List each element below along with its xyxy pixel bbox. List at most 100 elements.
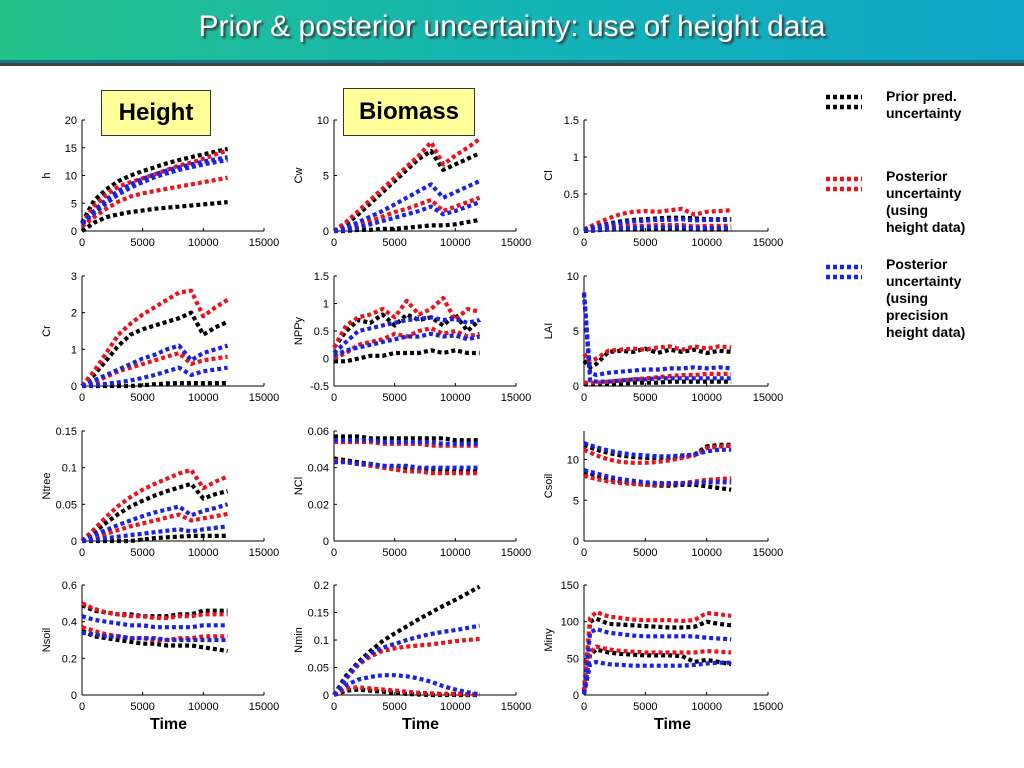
series-line-post-precision	[332, 623, 480, 697]
y-tick-label: 20	[65, 115, 77, 127]
x-tick-label: 5000	[130, 392, 154, 404]
biomass-callout: Biomass	[343, 88, 475, 136]
x-tick-label: 15000	[501, 237, 532, 249]
panel-nmin: 0 5000 10000 15000 0 0.05 0.1 0.15 0.2 Nmin	[293, 580, 531, 713]
y-tick-label: 0	[573, 690, 579, 702]
series-line-post-height	[583, 443, 732, 465]
series-line-prior	[80, 200, 228, 233]
y-tick-label: 0.2	[62, 653, 77, 665]
series-line-post-precision	[583, 225, 732, 233]
y-tick-label: 10	[567, 455, 579, 467]
x-tick-label: 15000	[249, 392, 280, 404]
x-tick-label: 15000	[501, 547, 532, 559]
y-tick-label: 0	[323, 536, 329, 548]
series-line-prior	[334, 434, 480, 443]
series-line-post-height	[584, 371, 732, 385]
series-line-post-height	[80, 467, 229, 543]
series-line-post-height	[583, 206, 732, 232]
title-banner: Prior & posterior uncertainty: use of he…	[0, 0, 1024, 63]
panel-miny: 0 5000 10000 15000 0 50 100 150 Miny	[543, 580, 783, 713]
series-line-post-height	[80, 175, 228, 229]
x-tick-label: 5000	[382, 237, 406, 249]
y-tick-label: 0	[323, 226, 329, 238]
x-tick-label: 0	[331, 547, 337, 559]
y-tick-label: 150	[561, 580, 579, 592]
legend-swatch-prior	[826, 94, 862, 110]
x-tick-label: 15000	[753, 701, 784, 713]
series-line-prior	[581, 616, 732, 692]
series-line-post-precision	[581, 626, 732, 694]
x-tick-label: 10000	[188, 237, 219, 249]
x-tick-label: 5000	[382, 392, 406, 404]
y-tick-label: 0	[573, 226, 579, 238]
y-tick-label: 1	[573, 152, 579, 164]
panel-csoil: 0 5000 10000 15000 0 5 10 Csoil	[543, 431, 783, 559]
banner-shadow	[0, 63, 1024, 66]
series-line-post-height	[80, 148, 229, 226]
series-line-prior	[332, 149, 481, 233]
x-tick-label: 15000	[501, 392, 532, 404]
x-axis-label-col2: Time	[402, 716, 440, 733]
panel-lai: 0 5000 10000 15000 0 5 10 LAI	[543, 271, 783, 404]
y-tick-label: 0	[323, 690, 329, 702]
y-axis-label: Nmin	[293, 627, 305, 653]
series-line-post-precision	[332, 673, 480, 697]
x-tick-label: 15000	[753, 547, 784, 559]
x-tick-label: 5000	[130, 237, 154, 249]
x-tick-label: 10000	[188, 547, 219, 559]
x-tick-label: 5000	[382, 701, 406, 713]
series-line-post-height	[582, 344, 732, 364]
y-tick-label: 0	[71, 226, 77, 238]
x-tick-label: 10000	[440, 392, 471, 404]
series-line-post-precision	[81, 614, 228, 630]
series-line-post-height	[333, 195, 481, 234]
y-axis-label: NPPy	[293, 316, 305, 345]
series-line-post-precision	[333, 200, 481, 234]
y-tick-label: 15	[65, 143, 77, 155]
y-tick-label: 0	[323, 354, 329, 366]
y-axis-label: Nsoil	[41, 628, 53, 652]
panel-h: 0 5000 10000 15000 0 5 10 15 20 h	[41, 115, 279, 249]
y-tick-label: 0	[71, 381, 77, 393]
y-tick-label: 1.5	[314, 271, 329, 283]
y-tick-label: 0.5	[314, 326, 329, 338]
series-line-prior	[332, 584, 481, 697]
series-line-post-height	[81, 511, 228, 544]
x-tick-label: 15000	[249, 701, 280, 713]
y-tick-label: 0.4	[62, 617, 77, 629]
y-tick-label: 0.15	[56, 426, 77, 438]
x-tick-label: 0	[331, 701, 337, 713]
y-tick-label: 0.04	[308, 463, 329, 475]
series-line-prior	[80, 481, 229, 543]
y-tick-label: 0.05	[56, 499, 77, 511]
x-tick-label: 5000	[633, 701, 657, 713]
y-tick-label: 0.6	[62, 580, 77, 592]
y-tick-label: 5	[323, 171, 329, 183]
y-tick-label: 0.06	[308, 426, 329, 438]
y-axis-label: Miny	[543, 628, 555, 652]
series-line-post-height	[581, 644, 732, 694]
x-tick-label: 10000	[691, 701, 722, 713]
y-tick-label: 5	[573, 326, 579, 338]
height-callout: Height	[101, 90, 211, 136]
legend-label-post-height: Posterior uncertainty (using height data…	[886, 168, 966, 235]
series-line-prior	[581, 647, 732, 694]
legend-swatch-post-precision	[826, 264, 862, 280]
y-tick-label: 0.02	[308, 499, 329, 511]
x-tick-label: 15000	[249, 547, 280, 559]
y-axis-label: Csoil	[543, 474, 555, 498]
x-tick-label: 10000	[691, 237, 722, 249]
panel-cr: 0 5000 10000 15000 0 1 2 3 Cr	[41, 271, 279, 404]
x-tick-label: 0	[79, 237, 85, 249]
y-axis-label: Cr	[41, 325, 53, 337]
series-line-post-precision	[81, 524, 228, 544]
y-tick-label: 10	[317, 115, 329, 127]
y-axis-label: LAI	[543, 323, 555, 340]
y-axis-label: Cl	[543, 170, 555, 180]
series-line-post-precision	[81, 502, 229, 543]
x-tick-label: 5000	[130, 547, 154, 559]
series-line-post-height	[332, 295, 481, 349]
series-line-prior	[82, 381, 228, 389]
series-line-post-precision	[81, 365, 228, 389]
